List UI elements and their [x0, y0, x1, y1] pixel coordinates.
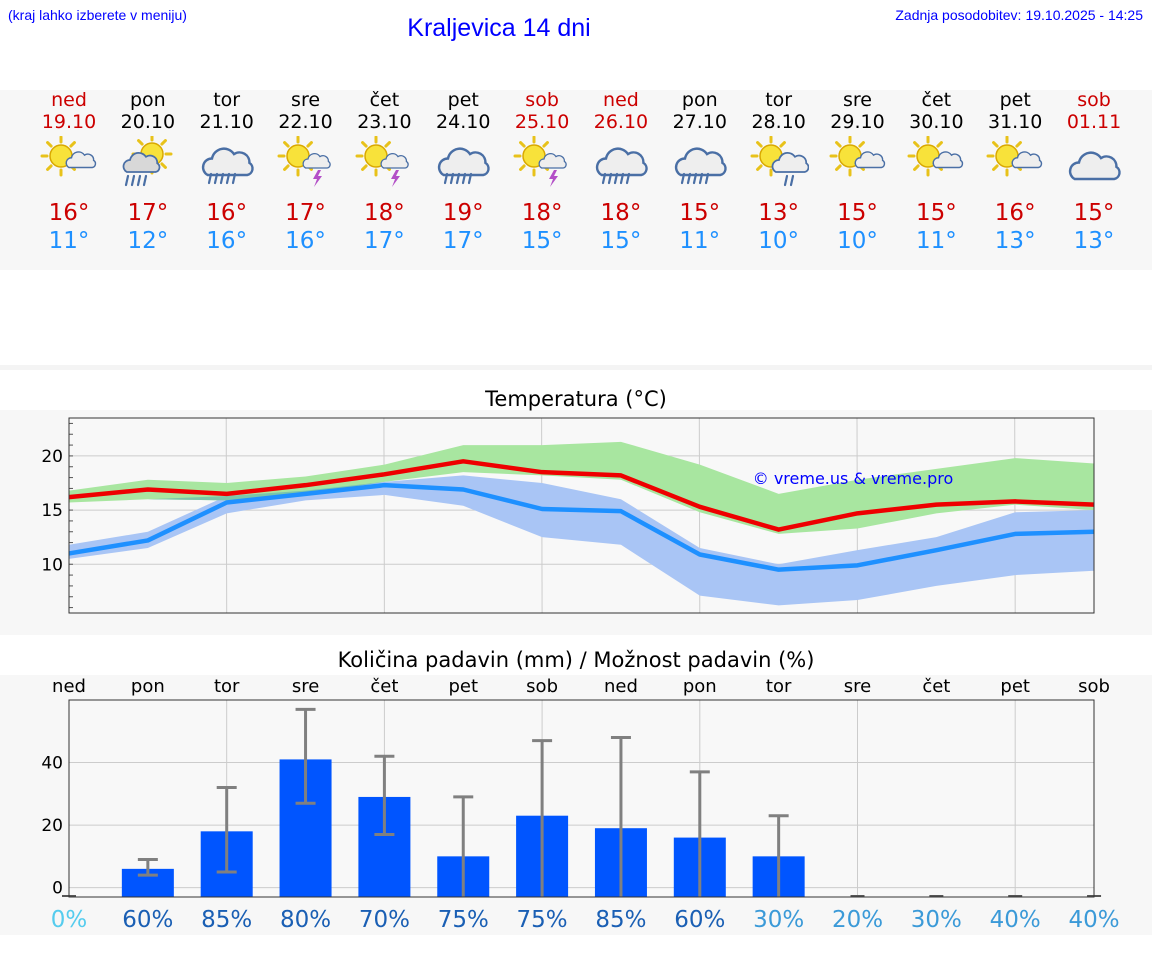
day-max-temp: 18°: [364, 200, 405, 226]
cloud-rain-icon: [674, 147, 727, 185]
sun-cloud-icon: [986, 136, 1043, 177]
day-max-temp: 15°: [837, 200, 878, 226]
day-date: 19.10: [41, 111, 97, 133]
day-weekday: ned: [603, 89, 639, 111]
day-column: pet 31.10 16° 13°: [975, 90, 1055, 254]
day-date: 25.10: [514, 111, 570, 133]
day-date: 30.10: [909, 111, 964, 133]
last-updated-label: Zadnja posodobitev:: [895, 7, 1022, 23]
day-max-temp: 18°: [600, 200, 642, 226]
day-weekday: tor: [213, 89, 241, 111]
day-date: 24.10: [436, 111, 491, 133]
day-min-temp: 17°: [442, 228, 484, 254]
page-title: Kraljevica 14 dni: [407, 14, 591, 42]
day-weekday: tor: [765, 89, 793, 111]
day-column: pon 27.10 15° 11°: [660, 90, 740, 254]
day-column: pon 20.10 17° 12°: [108, 90, 188, 254]
sun-cloud-icon: [40, 136, 97, 177]
day-column: sob 01.11 15° 13°: [1054, 90, 1134, 254]
day-min-temp: 11°: [679, 228, 721, 254]
day-max-temp: 18°: [521, 200, 563, 226]
sun-cloud-icon: [907, 136, 964, 177]
day-weekday: pet: [999, 89, 1031, 111]
day-weekday: čet: [369, 89, 400, 111]
day-max-temp: 15°: [679, 200, 721, 226]
day-min-temp: 11°: [915, 228, 957, 254]
day-weekday: pon: [129, 89, 166, 111]
day-max-temp: 16°: [206, 200, 248, 226]
sun-drizzle-icon: [750, 136, 809, 187]
day-min-temp: 10°: [837, 228, 878, 254]
day-weekday: pet: [447, 89, 479, 111]
day-min-temp: 13°: [994, 228, 1036, 254]
day-max-temp: 17°: [285, 200, 326, 226]
cloud-rain-icon: [595, 147, 648, 185]
day-weekday: sob: [1077, 89, 1111, 111]
last-updated-value: 19.10.2025 - 14:25: [1025, 7, 1143, 23]
day-min-temp: 16°: [206, 228, 248, 254]
precipitation-chart-title: Količina padavin (mm) / Možnost padavin …: [337, 648, 815, 672]
sun-rain-icon: [122, 136, 173, 187]
day-weekday: čet: [921, 89, 952, 111]
day-weekday: pon: [681, 89, 718, 111]
day-max-temp: 19°: [442, 200, 484, 226]
day-max-temp: 16°: [48, 200, 90, 226]
day-max-temp: 16°: [994, 200, 1036, 226]
day-weekday: sre: [843, 89, 872, 111]
day-min-temp: 17°: [364, 228, 405, 254]
day-weekday: sre: [291, 89, 321, 111]
day-date: 27.10: [672, 111, 727, 133]
last-updated: Zadnja posodobitev: 19.10.2025 - 14:25: [891, 7, 1143, 23]
day-weekday: ned: [51, 89, 87, 111]
day-min-temp: 15°: [600, 228, 642, 254]
day-date: 26.10: [593, 111, 649, 133]
day-max-temp: 17°: [127, 200, 169, 226]
sun-storm-icon: [355, 136, 410, 187]
day-date: 21.10: [199, 111, 254, 133]
day-column: sob 25.10 18° 15°: [502, 90, 582, 254]
day-column: pet 24.10 19° 17°: [423, 90, 503, 254]
day-date: 22.10: [278, 111, 333, 133]
day-min-temp: 10°: [758, 228, 800, 254]
sun-cloud-icon: [829, 136, 885, 177]
cloud-rain-icon: [201, 147, 254, 185]
cloud-rain-icon: [438, 147, 490, 185]
day-date: 01.11: [1066, 111, 1122, 133]
day-date: 23.10: [357, 111, 412, 133]
day-column: čet 23.10 18° 17°: [344, 90, 424, 254]
day-min-temp: 11°: [48, 228, 90, 254]
temperature-chart-panel: [0, 410, 1152, 635]
day-column: čet 30.10 15° 11°: [896, 90, 976, 254]
day-date: 31.10: [987, 111, 1043, 133]
day-weekday: sob: [525, 89, 559, 111]
day-min-temp: 16°: [285, 228, 326, 254]
day-column: sre 22.10 17° 16°: [266, 90, 346, 254]
day-max-temp: 15°: [915, 200, 957, 226]
day-max-temp: 13°: [758, 200, 800, 226]
day-max-temp: 15°: [1073, 200, 1115, 226]
day-column: tor 28.10 13° 10°: [739, 90, 819, 254]
day-column: tor 21.10 16° 16°: [187, 90, 267, 254]
day-min-temp: 15°: [521, 228, 563, 254]
sun-storm-icon: [277, 136, 331, 187]
day-min-temp: 12°: [127, 228, 169, 254]
cloud-icon: [1068, 151, 1121, 181]
daily-forecast-strip: ned 19.10 16° 11° pon 20.10 17° 12° tor 21.10 16° 1…: [0, 90, 1152, 270]
day-date: 20.10: [120, 111, 176, 133]
day-min-temp: 13°: [1073, 228, 1115, 254]
day-column: ned 19.10 16° 11°: [29, 90, 109, 254]
temperature-chart-title: Temperatura (°C): [485, 387, 667, 411]
divider: [0, 365, 1152, 370]
location-hint: (kraj lahko izberete v meniju): [8, 7, 187, 23]
day-date: 28.10: [751, 111, 806, 133]
day-column: ned 26.10 18° 15°: [581, 90, 661, 254]
day-column: sre 29.10 15° 10°: [818, 90, 898, 254]
sun-storm-icon: [513, 136, 567, 187]
precipitation-chart-panel: [0, 675, 1152, 935]
day-date: 29.10: [830, 111, 885, 133]
